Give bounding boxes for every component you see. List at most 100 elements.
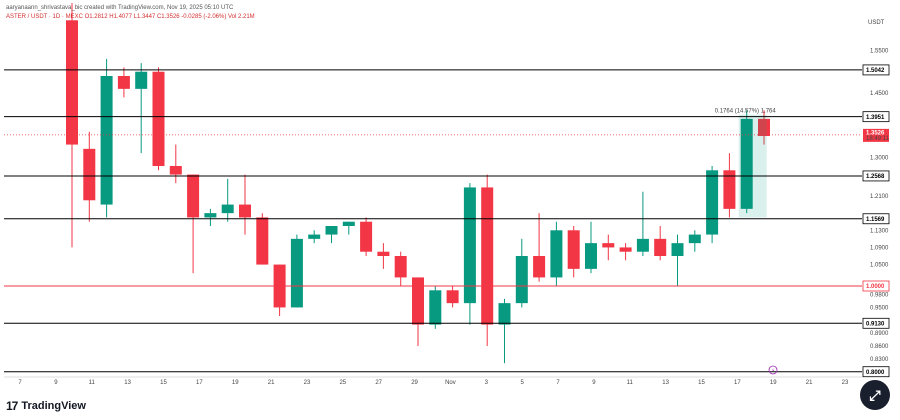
candle-body bbox=[429, 290, 442, 325]
candle-body bbox=[515, 256, 528, 304]
candle-body bbox=[221, 204, 234, 214]
candle-body bbox=[117, 76, 130, 89]
current-price-countdown: 18:49:11 bbox=[866, 136, 890, 142]
candle-body bbox=[550, 230, 563, 278]
x-tick-label: 7 bbox=[18, 380, 22, 386]
level-label-box bbox=[862, 280, 890, 292]
level-label-box bbox=[862, 111, 890, 123]
x-tick-label: 19 bbox=[770, 380, 777, 386]
candle-body bbox=[567, 230, 580, 269]
x-tick-label: 17 bbox=[196, 380, 203, 386]
candle-body bbox=[446, 290, 459, 304]
candle-body bbox=[152, 71, 165, 166]
candle-body bbox=[636, 238, 649, 252]
x-tick-label: Nov bbox=[445, 380, 456, 386]
candle-body bbox=[688, 234, 701, 244]
tradingview-logo: 17 TradingView bbox=[6, 399, 86, 413]
level-label: 0.9130 bbox=[866, 321, 885, 327]
lightning-icon bbox=[768, 365, 778, 375]
candle-body bbox=[135, 71, 148, 89]
candle-body bbox=[706, 170, 719, 235]
candle-body bbox=[204, 213, 217, 218]
x-tick-label: 15 bbox=[698, 380, 705, 386]
tradingview-icon[interactable]: ⤢ bbox=[860, 380, 890, 410]
level-label: 1.5042 bbox=[866, 68, 885, 74]
logo-text: TradingView bbox=[21, 400, 86, 412]
x-tick-label: 3 bbox=[485, 380, 489, 386]
x-tick-label: 25 bbox=[339, 380, 346, 386]
x-tick-label: 7 bbox=[556, 380, 560, 386]
candle-body bbox=[585, 243, 597, 269]
candle-body bbox=[66, 20, 78, 145]
measure-label: 0.1764 (14.57%) 1,764 bbox=[715, 109, 777, 115]
level-label-box bbox=[862, 366, 890, 378]
level-label-box bbox=[862, 317, 890, 329]
x-tick-label: 9 bbox=[54, 380, 58, 386]
candle-body bbox=[360, 221, 373, 252]
candle-body bbox=[654, 238, 667, 256]
y-tick-label: 0.8300 bbox=[870, 357, 889, 363]
current-price-box bbox=[863, 128, 889, 142]
level-label-box bbox=[862, 64, 890, 76]
candle-body bbox=[412, 277, 424, 325]
y-tick-label: 1.0900 bbox=[870, 245, 889, 251]
candle-body bbox=[481, 187, 494, 325]
x-tick-label: 9 bbox=[592, 380, 596, 386]
y-tick-label: 0.8600 bbox=[870, 344, 889, 350]
current-price-label: 1.3526 bbox=[866, 130, 885, 136]
candle-body bbox=[602, 243, 615, 248]
x-tick-label: 13 bbox=[662, 380, 669, 386]
candle-body bbox=[740, 118, 753, 209]
currency-label: USDT bbox=[868, 20, 885, 26]
y-tick-label: 1.3000 bbox=[870, 155, 889, 161]
x-tick-label: 21 bbox=[806, 380, 813, 386]
candle-body bbox=[83, 148, 96, 201]
symbol-legend: ASTER / USDT · 1D · MEXC O1.2812 H1.4077… bbox=[6, 14, 255, 20]
x-tick-label: 19 bbox=[232, 380, 239, 386]
y-tick-label: 1.5500 bbox=[870, 48, 889, 54]
x-tick-label: 29 bbox=[411, 380, 418, 386]
level-label: 1.3951 bbox=[866, 115, 885, 121]
level-label: 1.1569 bbox=[866, 217, 885, 223]
candle-body bbox=[187, 174, 200, 218]
measure-box bbox=[738, 114, 767, 218]
candle-body bbox=[758, 118, 770, 136]
level-label: 0.8000 bbox=[866, 370, 885, 376]
candle-body bbox=[169, 166, 182, 175]
candle-body bbox=[256, 217, 269, 265]
lightning-glyph: ⚡ bbox=[771, 368, 775, 374]
x-tick-label: 11 bbox=[89, 380, 96, 386]
candle-body bbox=[619, 247, 632, 252]
candle-body bbox=[239, 204, 251, 218]
candle-body bbox=[671, 243, 684, 256]
candle-body bbox=[377, 251, 390, 256]
candle-body bbox=[463, 187, 476, 304]
author-line: aaryanaann_shrivastava_bic created with … bbox=[6, 5, 234, 11]
candle-body bbox=[325, 226, 338, 235]
x-tick-label: 17 bbox=[734, 380, 741, 386]
x-tick-label: 15 bbox=[160, 380, 167, 386]
level-label-box bbox=[862, 213, 890, 225]
logo-mark: 17 bbox=[6, 399, 18, 413]
level-label-box bbox=[862, 170, 890, 182]
y-tick-label: 1.1300 bbox=[870, 228, 889, 234]
x-tick-label: 21 bbox=[268, 380, 275, 386]
x-tick-label: 23 bbox=[842, 380, 849, 386]
x-tick-label: 5 bbox=[521, 380, 525, 386]
candle-body bbox=[723, 170, 736, 209]
level-label: 1.2568 bbox=[866, 174, 885, 180]
candle-body bbox=[342, 221, 355, 226]
x-tick-label: 27 bbox=[375, 380, 382, 386]
candle-body bbox=[290, 238, 303, 308]
y-tick-label: 1.2100 bbox=[870, 194, 889, 200]
y-tick-label: 0.9500 bbox=[870, 305, 889, 311]
candle-body bbox=[394, 256, 407, 278]
y-tick-label: 0.9800 bbox=[870, 293, 889, 299]
y-tick-label: 1.0500 bbox=[870, 263, 889, 269]
candle-body bbox=[100, 76, 113, 205]
x-tick-label: 11 bbox=[627, 380, 634, 386]
y-tick-label: 0.8900 bbox=[870, 331, 889, 337]
x-tick-label: 13 bbox=[124, 380, 131, 386]
y-tick-label: 1.4500 bbox=[870, 91, 889, 97]
